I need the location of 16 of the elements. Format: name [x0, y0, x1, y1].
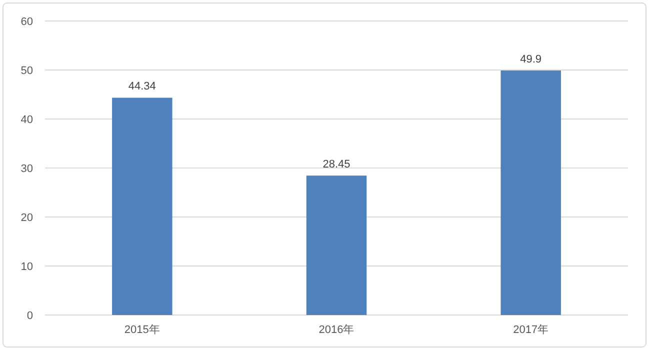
data-label: 49.9 — [520, 53, 542, 66]
x-tick-label: 2017年 — [513, 324, 549, 336]
y-tick-label: 30 — [20, 163, 33, 175]
y-tick-label: 20 — [20, 212, 33, 224]
y-tick-label: 50 — [20, 65, 33, 77]
bar — [500, 70, 561, 315]
y-tick-label: 40 — [20, 114, 33, 126]
x-tick-label: 2016年 — [318, 324, 354, 336]
bar — [306, 176, 367, 315]
x-tick-label: 2015年 — [124, 324, 160, 336]
y-tick-label: 0 — [26, 310, 33, 322]
bar — [112, 98, 172, 315]
y-tick-label: 60 — [20, 16, 33, 28]
data-label: 44.34 — [128, 80, 156, 93]
data-label: 28.45 — [322, 158, 350, 171]
y-tick-label: 10 — [20, 261, 33, 273]
